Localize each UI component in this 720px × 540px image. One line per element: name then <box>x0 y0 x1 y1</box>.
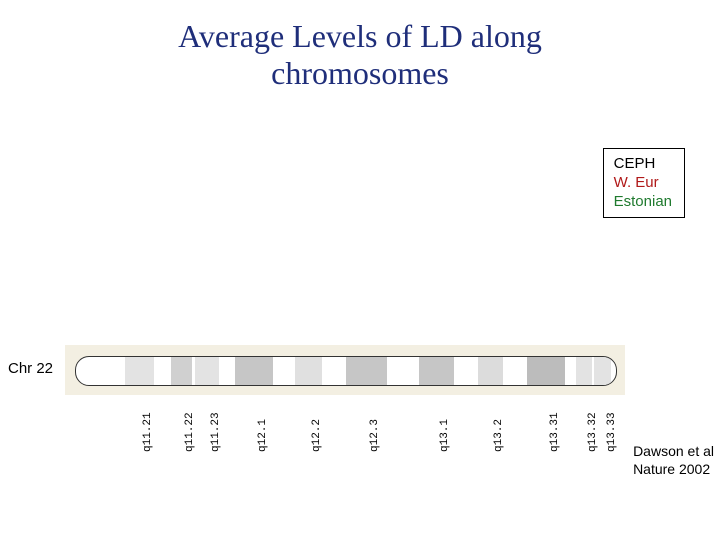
legend-item: W. Eur <box>614 174 672 193</box>
cytoband-label: q13.2 <box>493 419 505 452</box>
cytoband <box>235 357 273 385</box>
cytoband <box>419 357 454 385</box>
legend-item: Estonian <box>614 193 672 212</box>
cytoband <box>576 357 592 385</box>
cytoband <box>478 357 502 385</box>
cytoband <box>171 357 193 385</box>
cytoband-label: q13.33 <box>606 412 618 452</box>
title-line-2: chromosomes <box>271 55 449 91</box>
cytoband-label: q13.1 <box>439 419 451 452</box>
citation-line-1: Dawson et al <box>633 443 714 459</box>
cytoband-label: q12.1 <box>257 419 269 452</box>
cytoband <box>594 357 610 385</box>
citation: Dawson et al Nature 2002 <box>633 443 714 478</box>
cytoband-label: q11.21 <box>142 412 154 452</box>
chromosome-label: Chr 22 <box>8 360 53 377</box>
cytoband-label: q13.31 <box>549 412 561 452</box>
population-legend: CEPHW. EurEstonian <box>603 148 685 218</box>
cytoband-label: q11.22 <box>184 412 196 452</box>
legend-item: CEPH <box>614 155 672 174</box>
cytoband-label: q12.3 <box>369 419 381 452</box>
cytoband <box>295 357 322 385</box>
cytoband-label: q12.2 <box>311 419 323 452</box>
cytoband <box>195 357 219 385</box>
cytoband <box>346 357 387 385</box>
slide-title: Average Levels of LD along chromosomes <box>0 18 720 92</box>
cytoband-label: q13.32 <box>587 412 599 452</box>
citation-line-2: Nature 2002 <box>633 461 710 477</box>
cytoband <box>527 357 565 385</box>
chromosome-ideogram <box>75 356 617 386</box>
title-line-1: Average Levels of LD along <box>178 18 542 54</box>
cytoband <box>125 357 155 385</box>
cytoband-label: q11.23 <box>210 412 222 452</box>
